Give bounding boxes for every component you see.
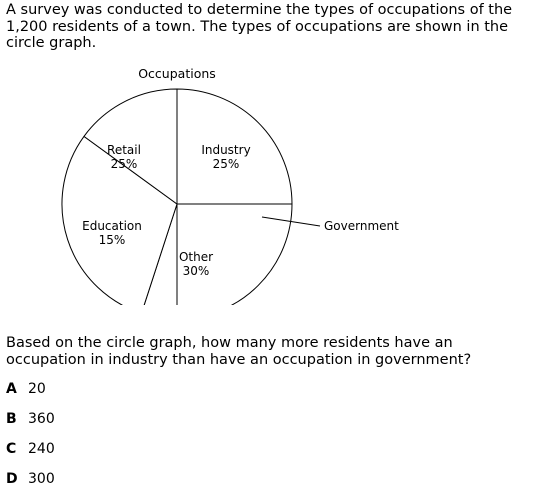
pie-slice-other (61, 135, 178, 305)
pie-slice-retail (176, 88, 293, 205)
slice-label-education-name: Education (82, 219, 142, 233)
chart-title: Occupations (138, 66, 216, 81)
answer-choice-b[interactable]: B 360 (6, 411, 55, 427)
slice-label-education-value: 15% (99, 233, 126, 247)
pie-slice-education (83, 88, 178, 205)
occupations-pie-chart: Occupations Retail 25% Industry 25% Educ… (61, 66, 399, 305)
choice-value: 240 (28, 441, 55, 457)
choice-letter: D (6, 471, 18, 487)
choice-value: 300 (28, 471, 55, 487)
government-leader-line (261, 216, 321, 227)
answer-choice-d[interactable]: D 300 (6, 471, 55, 487)
choice-value: 360 (28, 411, 55, 427)
choice-value: 20 (28, 381, 46, 397)
choice-letter: B (6, 411, 17, 427)
slice-label-retail-name: Retail (107, 143, 141, 157)
slice-label-other-value: 30% (183, 264, 210, 278)
problem-question: Based on the circle graph, how many more… (6, 335, 472, 368)
pie-labels: Retail 25% Industry 25% Education 15% Ot… (82, 143, 399, 278)
slice-label-industry-name: Industry (201, 143, 250, 157)
problem-intro: A survey was conducted to determine the … (6, 2, 513, 51)
choice-letter: A (6, 381, 17, 397)
pie-slices (61, 88, 293, 305)
slice-label-industry-value: 25% (213, 157, 240, 171)
pie-slice-industry (176, 203, 293, 305)
choice-letter: C (6, 441, 17, 457)
answer-choice-a[interactable]: A 20 (6, 381, 46, 397)
slice-label-retail-value: 25% (111, 157, 138, 171)
answer-choice-c[interactable]: C 240 (6, 441, 55, 457)
slice-label-other-name: Other (179, 250, 213, 264)
slice-label-government-name: Government (324, 219, 399, 233)
